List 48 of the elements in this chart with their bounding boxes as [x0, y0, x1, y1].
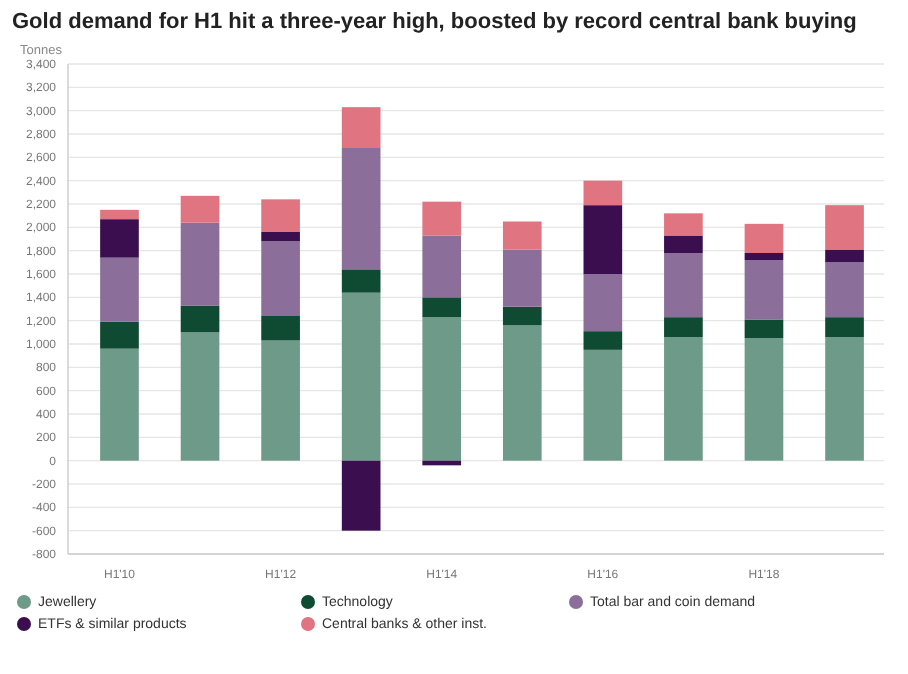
bar — [341, 292, 381, 461]
bar — [664, 213, 703, 236]
bar — [583, 274, 623, 332]
bar — [100, 321, 139, 349]
bar — [502, 249, 542, 307]
bar — [341, 107, 381, 148]
bar — [100, 348, 139, 461]
bar — [180, 222, 220, 306]
bar — [664, 317, 703, 337]
bar — [664, 253, 703, 318]
bar — [422, 235, 462, 298]
bar — [583, 349, 623, 461]
bar — [261, 340, 300, 461]
bar — [744, 338, 784, 461]
bar — [502, 306, 542, 326]
bar — [502, 325, 542, 461]
bar — [583, 331, 623, 350]
bar — [100, 257, 139, 322]
bar — [664, 235, 703, 253]
bar — [744, 260, 784, 320]
bar — [422, 297, 462, 318]
bar — [422, 201, 462, 236]
bar — [100, 209, 139, 220]
bar — [825, 337, 864, 461]
bar — [583, 205, 623, 274]
bar — [341, 269, 381, 293]
bar — [422, 317, 462, 461]
bar — [744, 319, 784, 339]
bar — [664, 337, 703, 461]
bar — [825, 262, 864, 318]
bar — [825, 317, 864, 337]
bar — [502, 221, 542, 250]
bar — [261, 199, 300, 232]
bar — [744, 223, 784, 253]
bar — [744, 253, 784, 260]
bar — [825, 205, 864, 250]
bar — [261, 316, 300, 341]
bar — [341, 148, 381, 270]
bar — [825, 249, 864, 263]
bar — [180, 305, 220, 333]
bar — [100, 219, 139, 258]
bar — [341, 460, 381, 531]
bar — [180, 332, 220, 461]
bar — [261, 241, 300, 316]
bar — [261, 232, 300, 242]
bar — [180, 195, 220, 223]
chart-title: Gold demand for H1 hit a three-year high, boosted by record central bank buying — [12, 10, 857, 34]
bar — [583, 180, 623, 206]
